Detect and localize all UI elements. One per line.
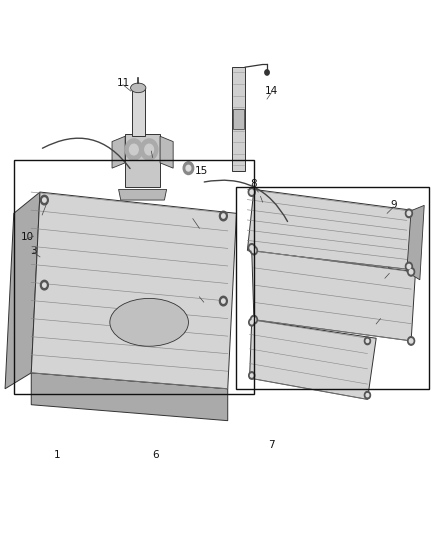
Circle shape xyxy=(186,165,191,171)
Text: 9: 9 xyxy=(390,200,397,211)
Polygon shape xyxy=(112,136,125,168)
Polygon shape xyxy=(407,205,424,280)
Circle shape xyxy=(249,372,255,379)
Circle shape xyxy=(42,198,46,202)
Polygon shape xyxy=(160,136,173,168)
Circle shape xyxy=(141,139,158,160)
Text: 4: 4 xyxy=(196,222,203,232)
Circle shape xyxy=(40,195,48,205)
Circle shape xyxy=(251,321,253,324)
Text: 5: 5 xyxy=(386,267,392,277)
Polygon shape xyxy=(31,192,237,389)
Text: 7: 7 xyxy=(268,440,275,450)
Text: 5: 5 xyxy=(194,293,201,303)
Text: 10: 10 xyxy=(20,232,33,243)
Text: 10: 10 xyxy=(374,312,387,322)
Circle shape xyxy=(251,316,258,324)
Circle shape xyxy=(248,244,255,252)
Polygon shape xyxy=(31,373,228,421)
Polygon shape xyxy=(125,134,160,187)
Bar xyxy=(237,187,428,389)
Polygon shape xyxy=(119,189,166,200)
Circle shape xyxy=(407,264,411,269)
Circle shape xyxy=(251,374,253,377)
Text: 5: 5 xyxy=(257,190,264,200)
Circle shape xyxy=(407,211,411,215)
Text: 14: 14 xyxy=(265,86,278,96)
Circle shape xyxy=(248,188,255,196)
Text: 3: 3 xyxy=(30,246,37,255)
Polygon shape xyxy=(247,189,416,269)
Circle shape xyxy=(222,299,225,303)
Circle shape xyxy=(222,214,225,218)
Circle shape xyxy=(252,248,256,253)
Polygon shape xyxy=(232,67,245,171)
Text: 2: 2 xyxy=(85,349,92,359)
Ellipse shape xyxy=(110,298,188,346)
Circle shape xyxy=(40,280,48,290)
Text: 5: 5 xyxy=(39,208,46,219)
Circle shape xyxy=(125,139,143,160)
Bar xyxy=(233,109,244,128)
Circle shape xyxy=(250,190,254,194)
Polygon shape xyxy=(252,251,416,341)
Text: 11: 11 xyxy=(117,78,130,88)
Circle shape xyxy=(406,209,413,217)
Circle shape xyxy=(251,246,258,255)
Circle shape xyxy=(406,262,413,271)
Circle shape xyxy=(250,246,254,250)
Text: 8: 8 xyxy=(251,179,257,189)
Circle shape xyxy=(410,339,413,343)
Circle shape xyxy=(265,70,269,75)
Circle shape xyxy=(364,391,371,399)
Circle shape xyxy=(408,268,415,276)
Text: 15: 15 xyxy=(195,166,208,176)
Text: 6: 6 xyxy=(152,450,159,460)
Circle shape xyxy=(364,337,371,345)
Bar xyxy=(14,160,254,394)
Polygon shape xyxy=(5,192,40,389)
Circle shape xyxy=(219,296,227,306)
Circle shape xyxy=(366,340,369,343)
Circle shape xyxy=(366,393,369,397)
Polygon shape xyxy=(250,320,376,399)
Text: 1: 1 xyxy=(54,450,61,460)
Circle shape xyxy=(249,319,255,326)
Circle shape xyxy=(219,211,227,221)
Circle shape xyxy=(408,337,415,345)
Circle shape xyxy=(145,144,153,155)
Circle shape xyxy=(42,283,46,287)
Ellipse shape xyxy=(131,83,146,93)
Polygon shape xyxy=(132,88,145,136)
Circle shape xyxy=(252,318,256,322)
Circle shape xyxy=(410,270,413,274)
Circle shape xyxy=(183,162,194,174)
Text: 12: 12 xyxy=(145,144,158,155)
Circle shape xyxy=(130,144,138,155)
